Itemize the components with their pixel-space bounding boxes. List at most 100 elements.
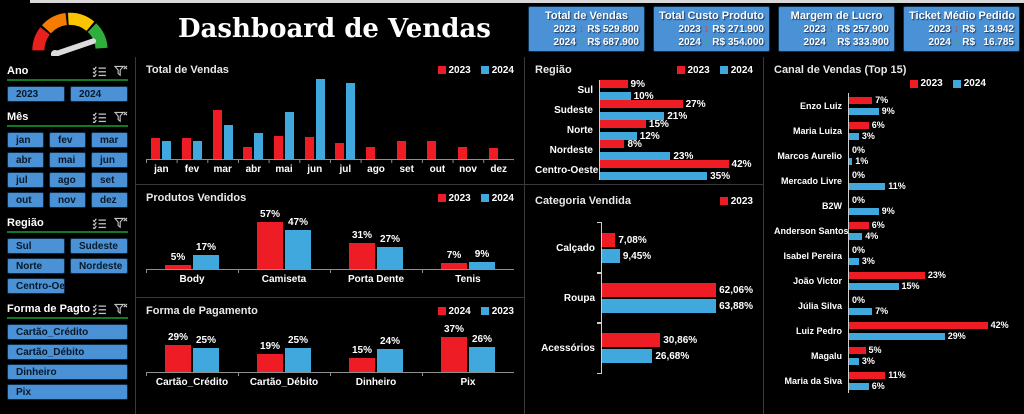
bar-2024-dinheiro[interactable] <box>349 357 375 372</box>
slicer-button-jan[interactable]: jan <box>7 132 44 148</box>
bar-2024-luiz-pedro[interactable] <box>849 332 945 340</box>
bar-2023-out[interactable] <box>427 140 437 159</box>
multi-select-icon[interactable] <box>92 65 107 77</box>
bar-2024-b2w[interactable] <box>849 207 879 215</box>
slicer-button-sul[interactable]: Sul <box>7 238 65 254</box>
bar-2024-roupa[interactable] <box>602 299 717 313</box>
bar-2024-tenis[interactable] <box>469 261 495 269</box>
bar-2023-maria-da-siva[interactable] <box>849 371 886 379</box>
bar-2023-dinheiro[interactable] <box>377 349 403 372</box>
bar-2023-jul[interactable] <box>335 143 345 159</box>
clear-filter-icon[interactable] <box>114 303 128 315</box>
bar-2024-pix[interactable] <box>441 337 467 372</box>
bar-2024-fev[interactable] <box>193 140 202 159</box>
slicer-button-dinheiro[interactable]: Dinheiro <box>7 364 128 380</box>
bar-2024-mar[interactable] <box>223 124 233 159</box>
bar-2023-mai[interactable] <box>274 135 284 159</box>
bar-2024-jan[interactable] <box>162 140 172 159</box>
clear-filter-icon[interactable] <box>114 217 128 229</box>
bar-2023-jo-o-victor[interactable] <box>849 271 925 279</box>
multi-select-icon[interactable] <box>92 217 107 229</box>
bar-2023-roupa[interactable] <box>602 283 717 297</box>
slicer-button-mar[interactable]: mar <box>91 132 128 148</box>
bar-2024-nordeste[interactable] <box>600 152 671 160</box>
bar-2024-porta-dente[interactable] <box>377 246 403 269</box>
slicer-button-norte[interactable]: Norte <box>7 258 65 274</box>
clear-filter-icon[interactable] <box>114 111 128 123</box>
slicer-button-dez[interactable]: dez <box>91 192 128 208</box>
bar-2024-marcos-aurelio[interactable] <box>849 157 853 165</box>
bar-2023-mar[interactable] <box>212 110 222 159</box>
bar-2024-maria-luiza[interactable] <box>849 132 859 140</box>
slicer-button-sudeste[interactable]: Sudeste <box>70 238 128 254</box>
bar-2024-enzo-luiz[interactable] <box>849 107 879 115</box>
bar-2024-camiseta[interactable] <box>285 230 311 269</box>
bar-2024-jul[interactable] <box>346 83 356 159</box>
bar-2023-ago[interactable] <box>366 147 376 159</box>
slicer-button-abr[interactable]: abr <box>7 152 44 168</box>
bar-2024-isabel-pereira[interactable] <box>849 257 859 265</box>
bar-2023-camiseta[interactable] <box>257 221 283 269</box>
slicer-button-2024[interactable]: 2024 <box>70 86 128 102</box>
bar-2023-cart-o-cr-dito[interactable] <box>193 348 219 372</box>
bar-2024-j-lia-silva[interactable] <box>849 307 873 315</box>
bar-2024-centro-oeste[interactable] <box>600 172 708 180</box>
bar-2024-sudeste[interactable] <box>600 112 665 120</box>
bar-2023-body[interactable] <box>165 264 191 269</box>
bar-2024-cart-o-d-bito[interactable] <box>257 354 283 372</box>
slicer-button-nov[interactable]: nov <box>49 192 86 208</box>
slicer-button-mai[interactable]: mai <box>49 152 86 168</box>
bar-2023-set[interactable] <box>396 140 406 159</box>
bar-2023-porta-dente[interactable] <box>349 243 375 269</box>
bar-2024-jun[interactable] <box>315 79 325 159</box>
bar-2024-sul[interactable] <box>600 92 631 100</box>
bar-2023-sudeste[interactable] <box>600 100 683 108</box>
bar-2024-mercado-livre[interactable] <box>849 182 886 190</box>
bar-2023-cart-o-d-bito[interactable] <box>285 348 311 372</box>
slicer-button-cart-o-cr-dito[interactable]: Cartão_Crédito <box>7 324 128 340</box>
bar-2024-cart-o-cr-dito[interactable] <box>165 344 191 372</box>
slicer-button-ago[interactable]: ago <box>49 172 86 188</box>
slicer-button-set[interactable]: set <box>91 172 128 188</box>
bar-2024-norte[interactable] <box>600 132 637 140</box>
bar-2023-tenis[interactable] <box>441 263 467 269</box>
bar-2023-maria-luiza[interactable] <box>849 121 869 129</box>
bar-2024-magalu[interactable] <box>849 357 859 365</box>
bar-2024-cal-ado[interactable] <box>602 249 620 263</box>
bar-2024-jo-o-victor[interactable] <box>849 282 899 290</box>
bar-2024-abr[interactable] <box>254 133 264 159</box>
bar-2023-norte[interactable] <box>600 120 646 128</box>
slicer-button-centro-oe-[interactable]: Centro-Oe... <box>7 278 65 294</box>
slicer-button-pix[interactable]: Pix <box>7 384 128 400</box>
bar-2023-abr[interactable] <box>243 147 253 159</box>
bar-2023-sul[interactable] <box>600 80 628 88</box>
bar-2023-pix[interactable] <box>469 347 495 372</box>
bar-2023-enzo-luiz[interactable] <box>849 96 873 104</box>
clear-filter-icon[interactable] <box>114 65 128 77</box>
bar-2024-maria-da-siva[interactable] <box>849 382 869 390</box>
bar-2024-anderson-santos[interactable] <box>849 232 863 240</box>
slicer-button-out[interactable]: out <box>7 192 44 208</box>
bar-2023-luiz-pedro[interactable] <box>849 321 988 329</box>
slicer-button-2023[interactable]: 2023 <box>7 86 65 102</box>
bar-2023-jan[interactable] <box>151 138 161 159</box>
slicer-button-nordeste[interactable]: Nordeste <box>70 258 128 274</box>
bar-2023-jun[interactable] <box>304 137 314 159</box>
bar-2024-acess-rios[interactable] <box>602 349 653 363</box>
slicer-button-jul[interactable]: jul <box>7 172 44 188</box>
bar-2024-body[interactable] <box>193 254 219 269</box>
multi-select-icon[interactable] <box>92 303 107 315</box>
multi-select-icon[interactable] <box>92 111 107 123</box>
slicer-button-cart-o-d-bito[interactable]: Cartão_Débito <box>7 344 128 360</box>
bar-2023-anderson-santos[interactable] <box>849 221 869 229</box>
bar-2023-fev[interactable] <box>182 138 191 159</box>
bar-2023-nordeste[interactable] <box>600 140 625 148</box>
bar-2023-magalu[interactable] <box>849 346 866 354</box>
bar-2024-mai[interactable] <box>285 111 295 159</box>
slicer-button-fev[interactable]: fev <box>49 132 86 148</box>
bar-2023-acess-rios[interactable] <box>602 333 661 347</box>
bar-2023-nov[interactable] <box>458 147 468 159</box>
bar-2023-centro-oeste[interactable] <box>600 160 729 168</box>
bar-2023-cal-ado[interactable] <box>602 233 616 247</box>
bar-2023-dez[interactable] <box>488 147 498 159</box>
